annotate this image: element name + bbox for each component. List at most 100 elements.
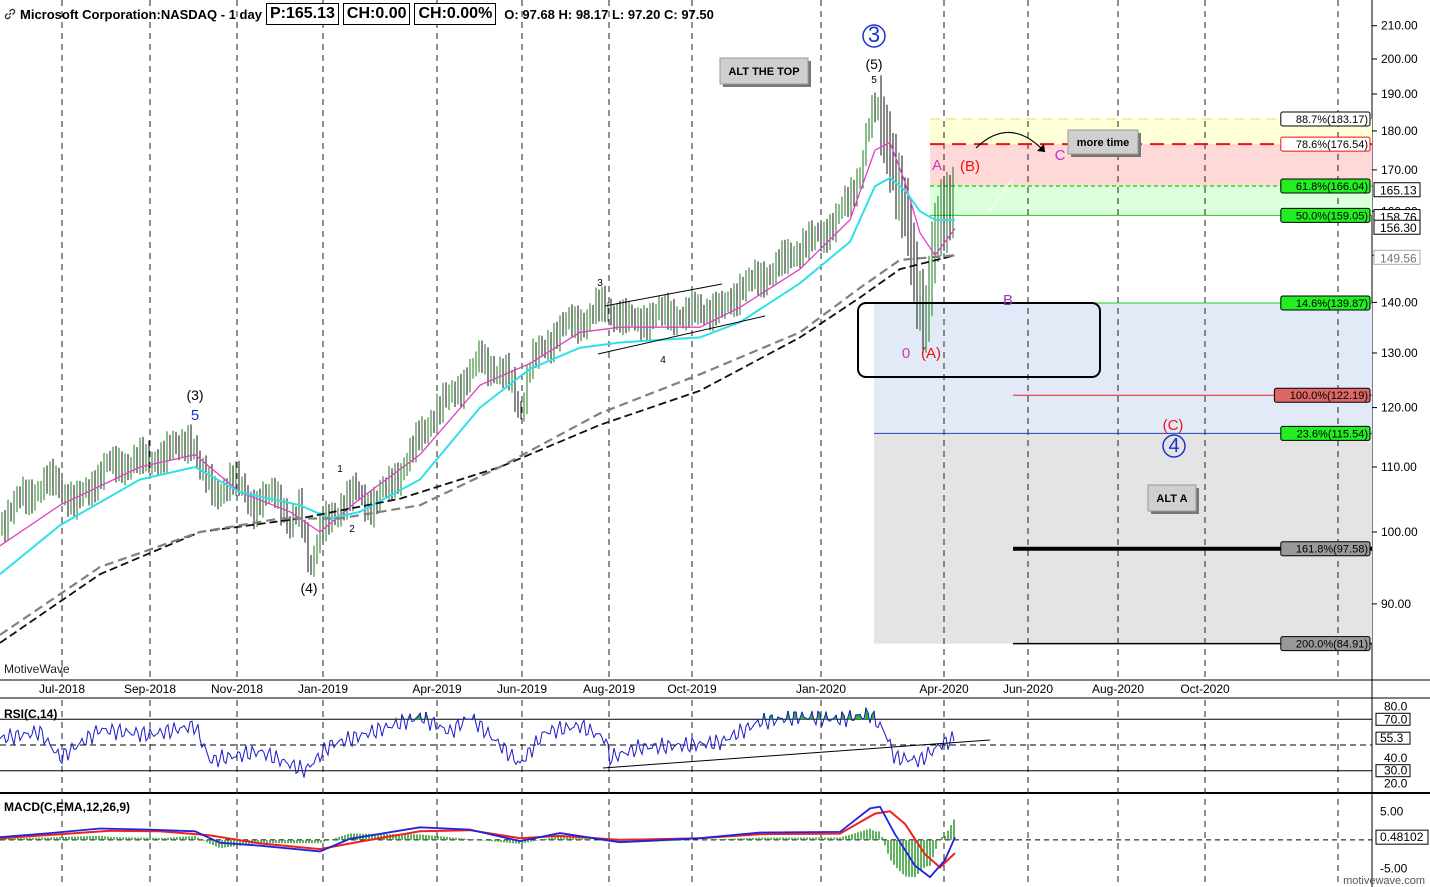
- macd-tick-label: 5.00: [1380, 804, 1404, 818]
- rsi-tick-badge: [1375, 712, 1411, 726]
- price-tick-label: 140.00: [1381, 295, 1418, 309]
- rsi-line: [0, 706, 955, 778]
- fib-level-badge: [1280, 178, 1371, 194]
- price-marker-label: 165.13: [1380, 184, 1417, 198]
- rsi-tick-label: 20.0: [1384, 777, 1408, 791]
- wave-label: 4: [1168, 435, 1179, 457]
- ema-fast-line: [0, 141, 956, 547]
- fib-level-badge: [1280, 425, 1371, 441]
- wave-label: A: [932, 157, 942, 174]
- fib-level-badge: [1280, 295, 1371, 311]
- price-tick-label: 170.00: [1381, 163, 1418, 177]
- wave-label: 5: [191, 407, 199, 424]
- annotation-box: [1147, 484, 1197, 512]
- time-axis-label: Sep-2018: [124, 682, 176, 696]
- rsi-trendline: [602, 739, 991, 769]
- annotation-label: more time: [1077, 137, 1130, 149]
- macd-tick-label: 0.48102: [1380, 830, 1424, 844]
- fib-level-label: 50.0%(159.05): [1296, 210, 1368, 222]
- fib-level-badge: [1273, 387, 1371, 403]
- rsi-tick-badge: [1375, 764, 1411, 778]
- annotation-label: ALT THE TOP: [728, 66, 799, 78]
- price-marker-badge: [1373, 249, 1421, 265]
- time-axis-label: Oct-2019: [667, 682, 717, 696]
- time-axis-label: Jan-2020: [796, 682, 846, 696]
- sma-long-line: [0, 254, 956, 644]
- fib-zone-blue: [874, 303, 1372, 434]
- arrow-head: [1037, 144, 1045, 152]
- change-box: CH:0.00: [342, 3, 411, 25]
- rsi-tick-label: 80.0: [1384, 699, 1408, 713]
- fib-level-badge: [1280, 207, 1371, 223]
- price-tick-label: 180.00: [1381, 124, 1418, 138]
- price-tick-label: 90.00: [1381, 597, 1411, 611]
- wave-label: 3: [597, 278, 603, 289]
- ohlc-readout: O: 97.68 H: 98.17 L: 97.20 C: 97.50: [504, 6, 714, 22]
- target-box: [857, 302, 1101, 378]
- time-axis-label: Jun-2020: [1003, 682, 1053, 696]
- wave-label: 5: [871, 75, 877, 86]
- time-axis-label: Jun-2019: [497, 682, 547, 696]
- rsi-tick-label: 40.0: [1384, 751, 1408, 765]
- annotation-box: [1067, 129, 1139, 155]
- wave-label: (B): [960, 158, 980, 175]
- wave-label: 0: [902, 345, 910, 362]
- projection-line: [987, 177, 1014, 215]
- time-axis-label: Aug-2019: [583, 682, 635, 696]
- fib-level-badge: [1280, 636, 1371, 652]
- channel-lower-line: [597, 315, 766, 355]
- price-tick-label: 200.00: [1381, 52, 1418, 66]
- fib-level-label: 200.0%(84.91): [1296, 639, 1368, 651]
- sma-long2-line: [0, 254, 956, 636]
- price-box: P:165.13: [265, 3, 339, 25]
- time-axis-label: Nov-2018: [211, 682, 263, 696]
- curved-arrow: [975, 131, 1046, 153]
- change-pct-box: CH:0.00%: [414, 3, 497, 25]
- price-marker-label: 149.56: [1380, 251, 1417, 265]
- wave-label: 2: [349, 524, 355, 535]
- instrument-title: Microsoft Corporation:NASDAQ - 1 day: [20, 6, 262, 22]
- rsi-title: RSI(C,14): [4, 707, 57, 721]
- wave-label: C: [1055, 147, 1066, 164]
- wave-label: 3: [868, 22, 880, 47]
- fib-level-label: 88.7%(183.17): [1296, 114, 1368, 126]
- price-bars: [1, 75, 954, 577]
- price-tick-label: 100.00: [1381, 525, 1418, 539]
- wave-label: B: [1003, 292, 1013, 309]
- wave-label: (4): [300, 580, 317, 596]
- rsi-tick-badge: [1375, 731, 1411, 745]
- fib-level-badge: [1280, 136, 1371, 152]
- wave-label: (5): [865, 56, 882, 72]
- fib-level-label: 161.8%(97.58): [1296, 544, 1368, 556]
- annotation-box: [719, 57, 809, 85]
- fib-level-label: 14.6%(139.87): [1296, 298, 1368, 310]
- annotation-label: ALT A: [1156, 493, 1187, 505]
- time-axis-label: Aug-2020: [1092, 682, 1144, 696]
- fib-level-badge: [1280, 111, 1371, 127]
- price-tick-label: 210.00: [1381, 19, 1418, 33]
- fib-level-label: 100.0%(122.19): [1290, 390, 1368, 402]
- time-axis-label: Jul-2018: [39, 682, 85, 696]
- rsi-tick-label: 30.0: [1384, 764, 1408, 778]
- wave-label: (A): [921, 345, 941, 362]
- wave-label: (C): [1163, 417, 1184, 434]
- time-axis-label: Jan-2019: [298, 682, 348, 696]
- rsi-tick-label: 55.3: [1380, 731, 1404, 745]
- footer-credit: motivewave.com: [1343, 875, 1425, 887]
- macd-tick-label: -5.00: [1380, 862, 1408, 876]
- link-icon[interactable]: [4, 8, 16, 20]
- rsi-tick-label: 70.0: [1384, 712, 1408, 726]
- ema-mid-line: [0, 176, 955, 575]
- chart-header: Microsoft Corporation:NASDAQ - 1 day P:1…: [4, 3, 714, 25]
- fib-level-badge: [1280, 541, 1371, 557]
- macd-line: [0, 805, 956, 879]
- macd-title: MACD(C,EMA,12,26,9): [4, 800, 130, 814]
- wave-label: (3): [186, 387, 203, 403]
- wave-label: 1: [337, 464, 343, 475]
- macd-current-badge: [1375, 829, 1429, 845]
- watermark: MotiveWave: [4, 662, 70, 676]
- price-tick-label: 120.00: [1381, 401, 1418, 415]
- wave-circle: [1162, 434, 1186, 458]
- channel-upper-line: [604, 283, 723, 307]
